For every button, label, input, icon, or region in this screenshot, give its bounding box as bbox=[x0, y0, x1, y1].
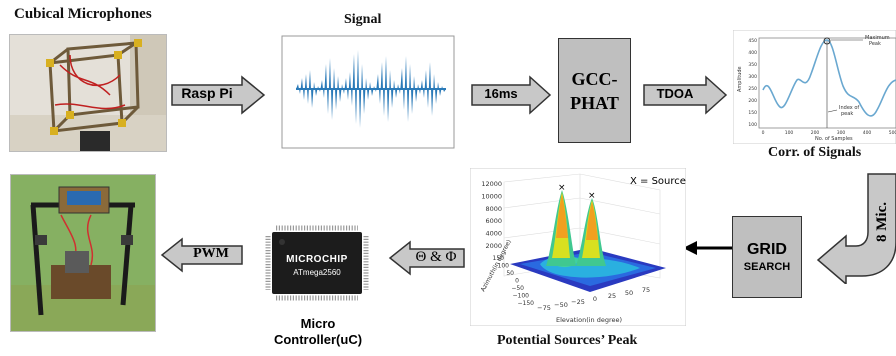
surf-y-tick-5: −100 bbox=[513, 293, 530, 300]
corr-x-tick-5: 500 bbox=[889, 130, 896, 136]
gcc-line2: PHAT bbox=[570, 92, 619, 113]
surf-x-tick-6: 75 bbox=[642, 286, 650, 294]
max-peak-label-2: Peak bbox=[869, 41, 881, 47]
max-peak-label-1: Maximum bbox=[865, 35, 890, 41]
chip-model: ATmega2560 bbox=[293, 268, 341, 277]
corr-y-tick-4: 250 bbox=[748, 86, 757, 92]
surf-y-tick-6: −150 bbox=[518, 300, 535, 307]
rasp-pi-label: Rasp Pi bbox=[181, 85, 233, 101]
microcontroller-chip: MICROCHIP ATmega2560 bbox=[262, 220, 372, 306]
surf-y-tick-3: 0 bbox=[515, 278, 519, 285]
index-label-1: Index of bbox=[839, 105, 859, 111]
surf-y-tick-2: 50 bbox=[506, 270, 514, 277]
surf-x-tick-0: −75 bbox=[537, 304, 551, 312]
corr-x-tick-1: 100 bbox=[785, 130, 794, 136]
surf-x-tick-3: 0 bbox=[593, 295, 597, 303]
corr-caption: Corr. of Signals bbox=[768, 145, 862, 160]
corr-y-tick-7: 100 bbox=[748, 122, 757, 128]
surf-x-tick-5: 50 bbox=[625, 289, 633, 297]
gcc-line1: GCC- bbox=[571, 68, 618, 89]
grid-line1: GRID bbox=[746, 241, 787, 258]
theta-phi-arrow: Θ & Φ bbox=[388, 240, 466, 276]
grid-to-surface-arrow bbox=[683, 240, 733, 256]
signal-plot bbox=[276, 34, 458, 152]
surface-xlabel: Elevation(in degree) bbox=[556, 316, 622, 324]
chip-brand: MICROCHIP bbox=[286, 254, 348, 265]
gcc-phat-block: GCC- PHAT bbox=[558, 38, 631, 143]
corr-x-tick-2: 200 bbox=[811, 130, 820, 136]
surf-z-tick-4: 4000 bbox=[485, 230, 502, 238]
corr-xlabel: No. of Samples bbox=[815, 136, 853, 142]
robot-photo bbox=[10, 174, 156, 332]
corr-x-tick-4: 400 bbox=[863, 130, 872, 136]
16ms-arrow: 16ms bbox=[470, 75, 552, 115]
pwm-label: PWM bbox=[193, 246, 229, 261]
corr-x-tick-3: 300 bbox=[837, 130, 846, 136]
16ms-label: 16ms bbox=[484, 86, 518, 101]
surf-z-tick-3: 6000 bbox=[485, 217, 502, 225]
svg-text:×: × bbox=[588, 191, 596, 201]
corr-x-tick-0: 0 bbox=[762, 130, 765, 136]
tdoa-arrow: TDOA bbox=[642, 75, 728, 115]
8-mic-arrow: 8 Mic. bbox=[812, 172, 896, 286]
surf-y-tick-0: 150 bbox=[493, 255, 505, 262]
potential-peak-caption: Potential Sources’ Peak bbox=[497, 333, 638, 348]
grid-line2: SEARCH bbox=[743, 261, 791, 273]
8-mic-label: 8 Mic. bbox=[874, 202, 890, 242]
rasp-pi-arrow: Rasp Pi bbox=[170, 75, 266, 115]
index-label-2: peak bbox=[841, 111, 853, 117]
corr-y-tick-6: 150 bbox=[748, 110, 757, 116]
grid-search-block: GRID SEARCH bbox=[732, 216, 802, 298]
surf-y-tick-1: 100 bbox=[498, 263, 510, 270]
cubical-microphones-photo bbox=[9, 34, 167, 152]
svg-text:×: × bbox=[558, 183, 566, 193]
surf-y-tick-4: −50 bbox=[511, 285, 524, 292]
microcontroller-caption: Micro Controller(uC) bbox=[268, 316, 368, 348]
correlation-plot: 450 400 350 300 250 200 150 100 0 100 200 300 400 50… bbox=[732, 29, 896, 145]
corr-y-tick-1: 400 bbox=[748, 50, 757, 56]
surf-z-tick-5: 2000 bbox=[485, 242, 502, 250]
corr-y-tick-5: 200 bbox=[748, 98, 757, 104]
surface-legend: X = Source bbox=[630, 176, 686, 187]
surf-z-tick-1: 10000 bbox=[481, 192, 502, 200]
corr-ylabel: Amplitude bbox=[737, 66, 743, 92]
micro-line2: Controller(uC) bbox=[273, 332, 363, 347]
corr-y-tick-3: 300 bbox=[748, 74, 757, 80]
cubical-microphones-caption: Cubical Microphones bbox=[14, 6, 152, 22]
surf-x-tick-4: 25 bbox=[608, 292, 616, 300]
micro-line1: Micro bbox=[300, 316, 336, 331]
corr-y-tick-0: 450 bbox=[748, 38, 757, 44]
corr-y-tick-2: 350 bbox=[748, 62, 757, 68]
pwm-arrow: PWM bbox=[160, 237, 244, 273]
tdoa-label: TDOA bbox=[656, 86, 694, 101]
surf-x-tick-2: −25 bbox=[571, 298, 585, 306]
surf-z-tick-0: 12000 bbox=[481, 180, 502, 188]
surf-x-tick-1: −50 bbox=[554, 301, 568, 309]
theta-phi-label: Θ & Φ bbox=[415, 249, 457, 265]
surf-z-tick-2: 8000 bbox=[485, 205, 502, 213]
surface-plot: × × X = Source 12000 10000 8000 6000 4000 200… bbox=[469, 167, 687, 327]
signal-caption: Signal bbox=[344, 12, 382, 27]
